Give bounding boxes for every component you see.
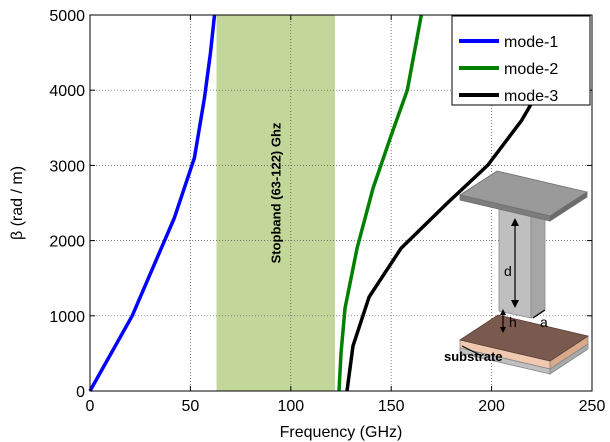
unit-cell-inset: d h a substrate [444,170,589,375]
top-plate-side [549,191,588,222]
x-tick-label: 100 [277,398,304,415]
x-tick-label: 200 [478,398,505,415]
a-label: a [540,314,548,330]
series-line-mode-2 [337,14,424,392]
stopband-region [216,15,335,391]
y-tick-label: 5000 [49,8,85,25]
x-tick-label: 150 [378,398,405,415]
y-tick-label: 0 [76,384,85,401]
y-axis-title: β (rad / m) [9,166,26,240]
y-tick-label: 3000 [49,158,85,175]
h-arrowhead-bottom [500,327,506,333]
y-tick-label: 2000 [49,234,85,251]
substrate-pointer [461,345,481,356]
legend: mode-1 mode-2 mode-3 [451,15,591,106]
y-tick-label: 1000 [49,309,85,326]
d-label: d [504,263,512,279]
y-tick-label: 4000 [49,83,85,100]
d-arrowhead-top [511,218,519,226]
x-axis-title: Frequency (GHz) [280,424,403,441]
plot-frame [89,14,593,392]
pillar-side [530,204,546,319]
h-arrowhead-top [500,309,506,315]
axis-ticks: 0 50 100 150 200 250 0 1000 2000 3000 4000 5000 [49,8,605,415]
series-line-mode-1 [88,14,217,392]
x-tick-label: 50 [182,398,200,415]
stopband-label: Stopband (63-122) Ghz [269,122,284,263]
ground-plate-top [459,314,589,362]
legend-box [451,15,591,106]
substrate-label: substrate [444,349,503,364]
legend-label-mode-1: mode-1 [504,34,558,51]
legend-label-mode-3: mode-3 [504,88,558,105]
d-arrowhead-bottom [511,300,519,308]
legend-label-mode-2: mode-2 [504,61,558,78]
h-label: h [509,314,517,330]
substrate-bottom-side [549,343,589,375]
a-dimension-arrow [532,309,546,319]
x-tick-label: 0 [86,398,95,415]
x-tick-label: 250 [579,398,606,415]
